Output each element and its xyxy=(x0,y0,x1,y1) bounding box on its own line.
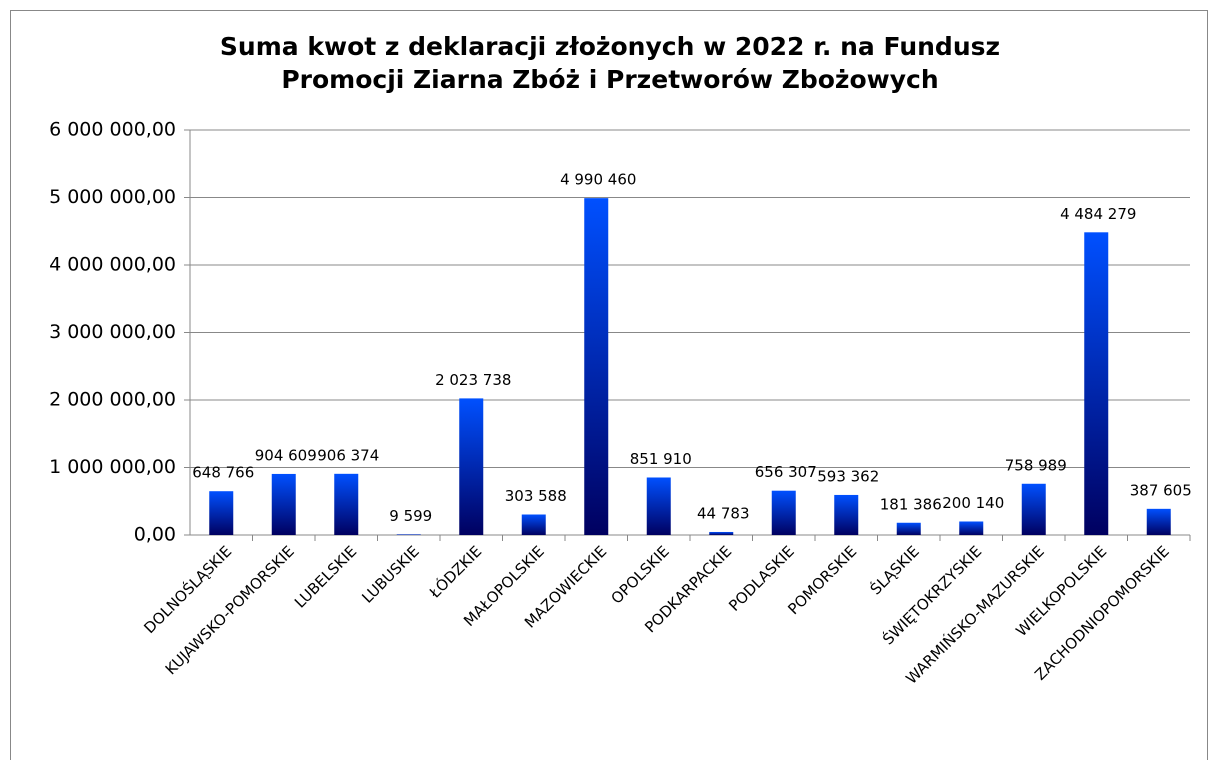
bar xyxy=(1146,508,1171,535)
y-tick-label: 2 000 000,00 xyxy=(49,389,176,411)
y-tick-label: 4 000 000,00 xyxy=(49,254,176,276)
data-label: 387 605 xyxy=(1130,481,1192,499)
y-tick-label: 0,00 xyxy=(134,524,176,546)
data-label: 44 783 xyxy=(697,504,750,522)
data-label: 303 588 xyxy=(505,487,567,505)
x-tick-label: LUBUSKIE xyxy=(358,542,422,606)
chart-title: Suma kwot z deklaracji złożonych w 2022 … xyxy=(219,32,1001,94)
chart-border xyxy=(10,10,1208,760)
bar xyxy=(396,534,421,535)
bar xyxy=(584,198,609,535)
x-tick-label: ŁÓDZKIE xyxy=(425,542,486,603)
data-label: 758 989 xyxy=(1005,456,1067,474)
x-tick-label: OPOLSKIE xyxy=(608,542,673,607)
x-tick-label: ZACHODNIOPOMORSKIE xyxy=(1031,542,1173,684)
x-tick-label: ŚLĄSKIE xyxy=(866,542,923,599)
bar xyxy=(896,522,921,535)
bar xyxy=(521,514,546,535)
bar xyxy=(834,494,859,535)
bar xyxy=(709,531,734,535)
bar xyxy=(334,473,359,535)
y-tick-label: 1 000 000,00 xyxy=(49,456,176,478)
bar xyxy=(1084,232,1109,536)
bar xyxy=(959,521,984,535)
bar xyxy=(771,490,796,535)
data-label: 181 386 xyxy=(880,495,942,513)
bar xyxy=(271,473,296,535)
data-label: 851 910 xyxy=(630,450,692,468)
bar xyxy=(459,398,484,535)
data-label: 656 307 xyxy=(755,463,817,481)
y-tick-label: 6 000 000,00 xyxy=(49,119,176,141)
data-label: 648 766 xyxy=(192,464,254,482)
data-label: 9 599 xyxy=(389,507,432,525)
data-label: 904 609 xyxy=(255,446,317,464)
data-label: 200 140 xyxy=(942,494,1004,512)
x-tick-label: KUJAWSKO-POMORSKIE xyxy=(162,542,298,678)
data-label: 593 362 xyxy=(817,467,879,485)
data-label: 4 484 279 xyxy=(1060,205,1136,223)
x-tick-label: LUBELSKIE xyxy=(291,542,360,611)
bar xyxy=(646,477,671,535)
bar xyxy=(209,491,234,535)
y-tick-label: 3 000 000,00 xyxy=(49,321,176,343)
data-label: 4 990 460 xyxy=(560,171,636,189)
bar xyxy=(1021,483,1046,535)
data-label: 906 374 xyxy=(317,446,379,464)
y-tick-label: 5 000 000,00 xyxy=(49,186,176,208)
data-label: 2 023 738 xyxy=(435,371,511,389)
